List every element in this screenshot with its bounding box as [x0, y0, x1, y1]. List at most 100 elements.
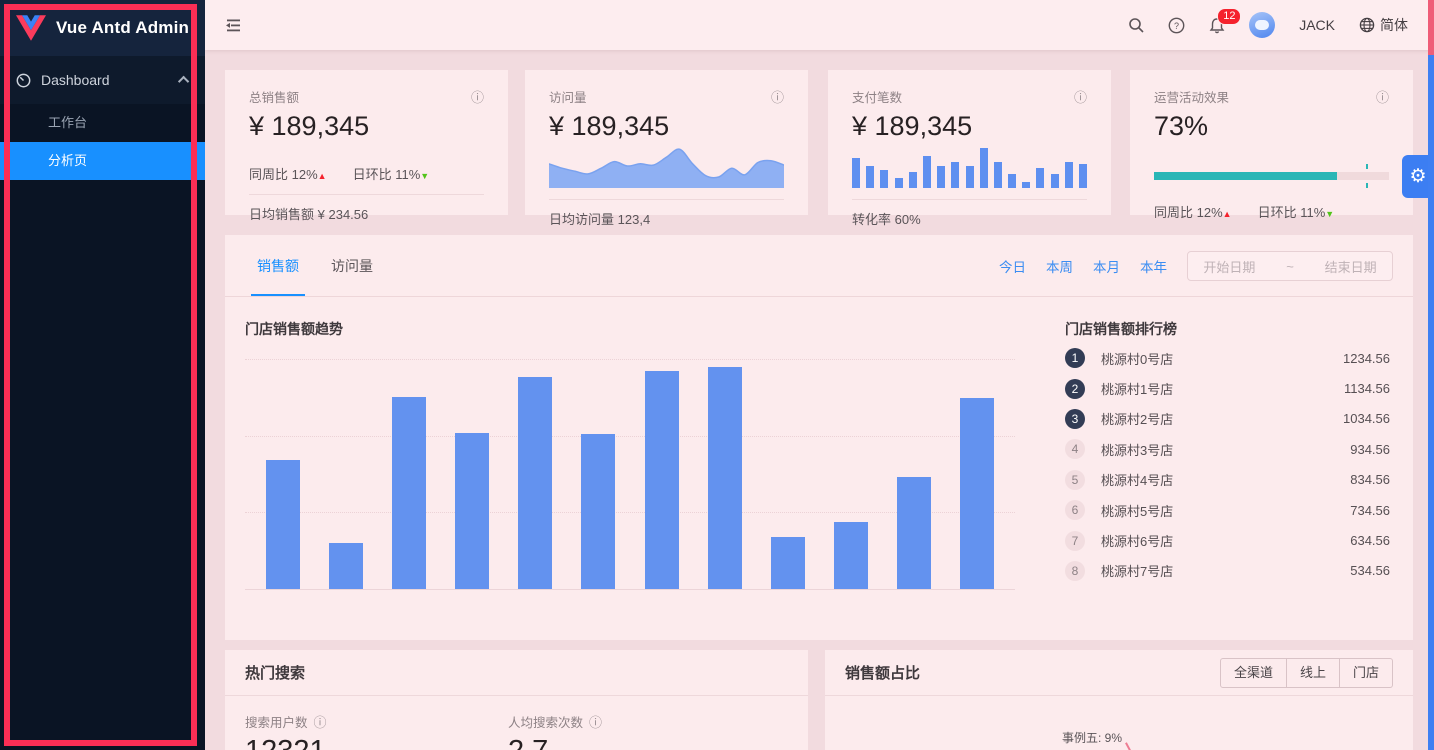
info-icon[interactable]: ⓘ — [770, 90, 784, 105]
mini-bar — [937, 166, 946, 188]
avatar[interactable] — [1249, 12, 1276, 38]
dashboard-icon — [16, 73, 31, 87]
filter-button[interactable]: 门店 — [1339, 657, 1393, 688]
divider — [852, 199, 1087, 200]
rank-row: 8 桃源村7号店 534.56 — [1065, 556, 1390, 586]
metric-trend: 71.2 ▲ — [354, 747, 394, 750]
rank-badge: 4 — [1065, 439, 1085, 460]
header: ? 12 JACK 简体 — [205, 0, 1434, 50]
filter-button[interactable]: 全渠道 — [1219, 657, 1287, 688]
rank-badge: 2 — [1065, 378, 1085, 399]
filter-button[interactable]: 线上 — [1286, 657, 1340, 688]
date-start-placeholder[interactable]: 开始日期 — [1203, 259, 1256, 275]
sidebar-item-analysis[interactable]: 分析页 — [0, 142, 205, 180]
sidebar-item-label: Dashboard — [41, 72, 110, 88]
help-icon[interactable]: ? — [1168, 17, 1185, 34]
notifications-bell[interactable]: 12 — [1209, 7, 1242, 34]
mini-bar — [908, 172, 917, 188]
rank-badge: 7 — [1065, 530, 1085, 551]
info-icon[interactable]: ⓘ — [1073, 90, 1087, 105]
store-name: 桃源村1号店 — [1101, 382, 1174, 398]
language-label: 简体 — [1380, 17, 1408, 33]
mini-bar — [866, 166, 875, 188]
quick-range-link[interactable]: 今日 — [999, 260, 1026, 275]
hot-search-metrics: 搜索用户数 ⓘ 12321 71.2 ▲ 人均搜索次数 ⓘ 2.7 71.2 ▼ — [225, 696, 808, 750]
stat-footer: 日均访问量 123,4 — [549, 212, 651, 227]
bar — [328, 543, 363, 589]
divider — [549, 199, 784, 200]
rank-row: 7 桃源村6号店 634.56 — [1065, 525, 1390, 555]
mini-bar — [880, 170, 889, 188]
bar — [897, 477, 932, 589]
search-icon[interactable] — [1128, 17, 1144, 33]
info-icon[interactable]: ⓘ — [1375, 90, 1389, 105]
chevron-up-icon — [177, 75, 190, 88]
mini-bar — [993, 162, 1002, 188]
store-name: 桃源村0号店 — [1101, 351, 1174, 367]
menu-fold-icon[interactable] — [225, 18, 242, 33]
stat-value: 73% — [1154, 111, 1209, 141]
bar — [391, 397, 426, 589]
svg-text:?: ? — [1174, 21, 1179, 31]
mini-bar — [1022, 182, 1031, 188]
store-sales-rank-list: 1 桃源村0号店 1234.56 2 桃源村1号店 1134.56 3 桃源村2号店… — [1065, 343, 1390, 586]
user-name[interactable]: JACK — [1299, 17, 1335, 33]
globe-icon — [1359, 17, 1375, 33]
tab-visits[interactable]: 访问量 — [331, 257, 373, 274]
store-name: 桃源村2号店 — [1101, 412, 1174, 428]
rank-row: 5 桃源村4号店 834.56 — [1065, 465, 1390, 495]
tab-sales-active[interactable]: 销售额 — [251, 236, 305, 296]
stat-footer: 转化率 60% — [852, 212, 921, 227]
divider — [249, 194, 484, 195]
info-icon[interactable]: ⓘ — [313, 715, 327, 730]
vue-logo-icon — [16, 15, 46, 41]
bar — [960, 397, 995, 589]
stat-card-payments: 支付笔数 ⓘ ¥ 189,345 转化率 60% — [828, 70, 1111, 227]
mini-bar — [1050, 174, 1059, 188]
channel-filter-group: 全渠道 线上 门店 — [1219, 657, 1393, 688]
rank-row: 2 桃源村1号店 1134.56 — [1065, 373, 1390, 403]
bar — [770, 537, 805, 589]
store-name: 桃源村5号店 — [1101, 503, 1174, 519]
trend-row: 同周比 12%▲ 日环比 11%▼ — [1154, 205, 1335, 220]
info-icon[interactable]: ⓘ — [470, 90, 484, 105]
sales-panel: 销售额 访问量 今日 本周 本月 本年 开始日期 ~ 结束日期 门店销售额趋势 门店销售… — [225, 235, 1413, 640]
info-icon[interactable]: ⓘ — [589, 715, 603, 730]
sidebar-item-dashboard[interactable]: Dashboard — [0, 56, 205, 104]
sidebar-item-workbench[interactable]: 工作台 — [48, 115, 88, 130]
date-range-picker[interactable]: 开始日期 ~ 结束日期 — [1187, 251, 1393, 281]
sales-tabbar: 销售额 访问量 今日 本周 本月 本年 开始日期 ~ 结束日期 — [225, 235, 1413, 297]
mini-bar — [965, 166, 974, 188]
metric: 人均搜索次数 ⓘ 2.7 71.2 ▼ — [508, 712, 771, 750]
bar — [265, 460, 300, 589]
store-value: 634.56 — [1350, 533, 1390, 549]
stat-card-total-sales: 总销售额 ⓘ ¥ 189,345 同周比 12%▲ 日环比 11%▼ 日均销售额 … — [225, 70, 508, 222]
stat-value: ¥ 189,345 — [549, 111, 670, 141]
rank-badge: 1 — [1065, 348, 1085, 369]
mini-bar — [1036, 168, 1045, 188]
store-value: 1034.56 — [1343, 411, 1390, 427]
store-name: 桃源村6号店 — [1101, 534, 1174, 550]
rank-badge: 5 — [1065, 469, 1085, 490]
mini-bar — [1079, 164, 1087, 188]
scrollbar-track[interactable] — [1428, 0, 1434, 750]
date-end-placeholder[interactable]: 结束日期 — [1324, 259, 1377, 275]
quick-range-link[interactable]: 本周 — [1046, 260, 1073, 275]
trend-row: 同周比 12%▲ 日环比 11%▼ — [249, 167, 430, 182]
quick-range-link[interactable]: 本年 — [1140, 260, 1167, 275]
mini-bar — [852, 158, 860, 188]
sidebar-submenu: 工作台 分析页 — [0, 104, 205, 750]
stat-footer: 日均销售额 ¥ 234.56 — [249, 207, 369, 222]
rank-list-title: 门店销售额排行榜 — [1065, 321, 1177, 337]
quick-range-link[interactable]: 本月 — [1093, 260, 1120, 275]
arrow-up-icon: ▲ — [1222, 209, 1232, 219]
bar — [581, 434, 616, 589]
pie-label-line — [1125, 742, 1133, 750]
stat-card-visits: 访问量 ⓘ ¥ 189,345 日均访问量 123,4 — [525, 70, 808, 227]
payments-bar-chart — [852, 148, 1087, 188]
language-switcher[interactable]: 简体 — [1359, 15, 1408, 35]
date-separator: ~ — [1286, 258, 1294, 274]
pie-slice-label: 事例五: 9% — [1062, 731, 1123, 745]
scrollbar-thumb[interactable] — [1428, 55, 1434, 750]
